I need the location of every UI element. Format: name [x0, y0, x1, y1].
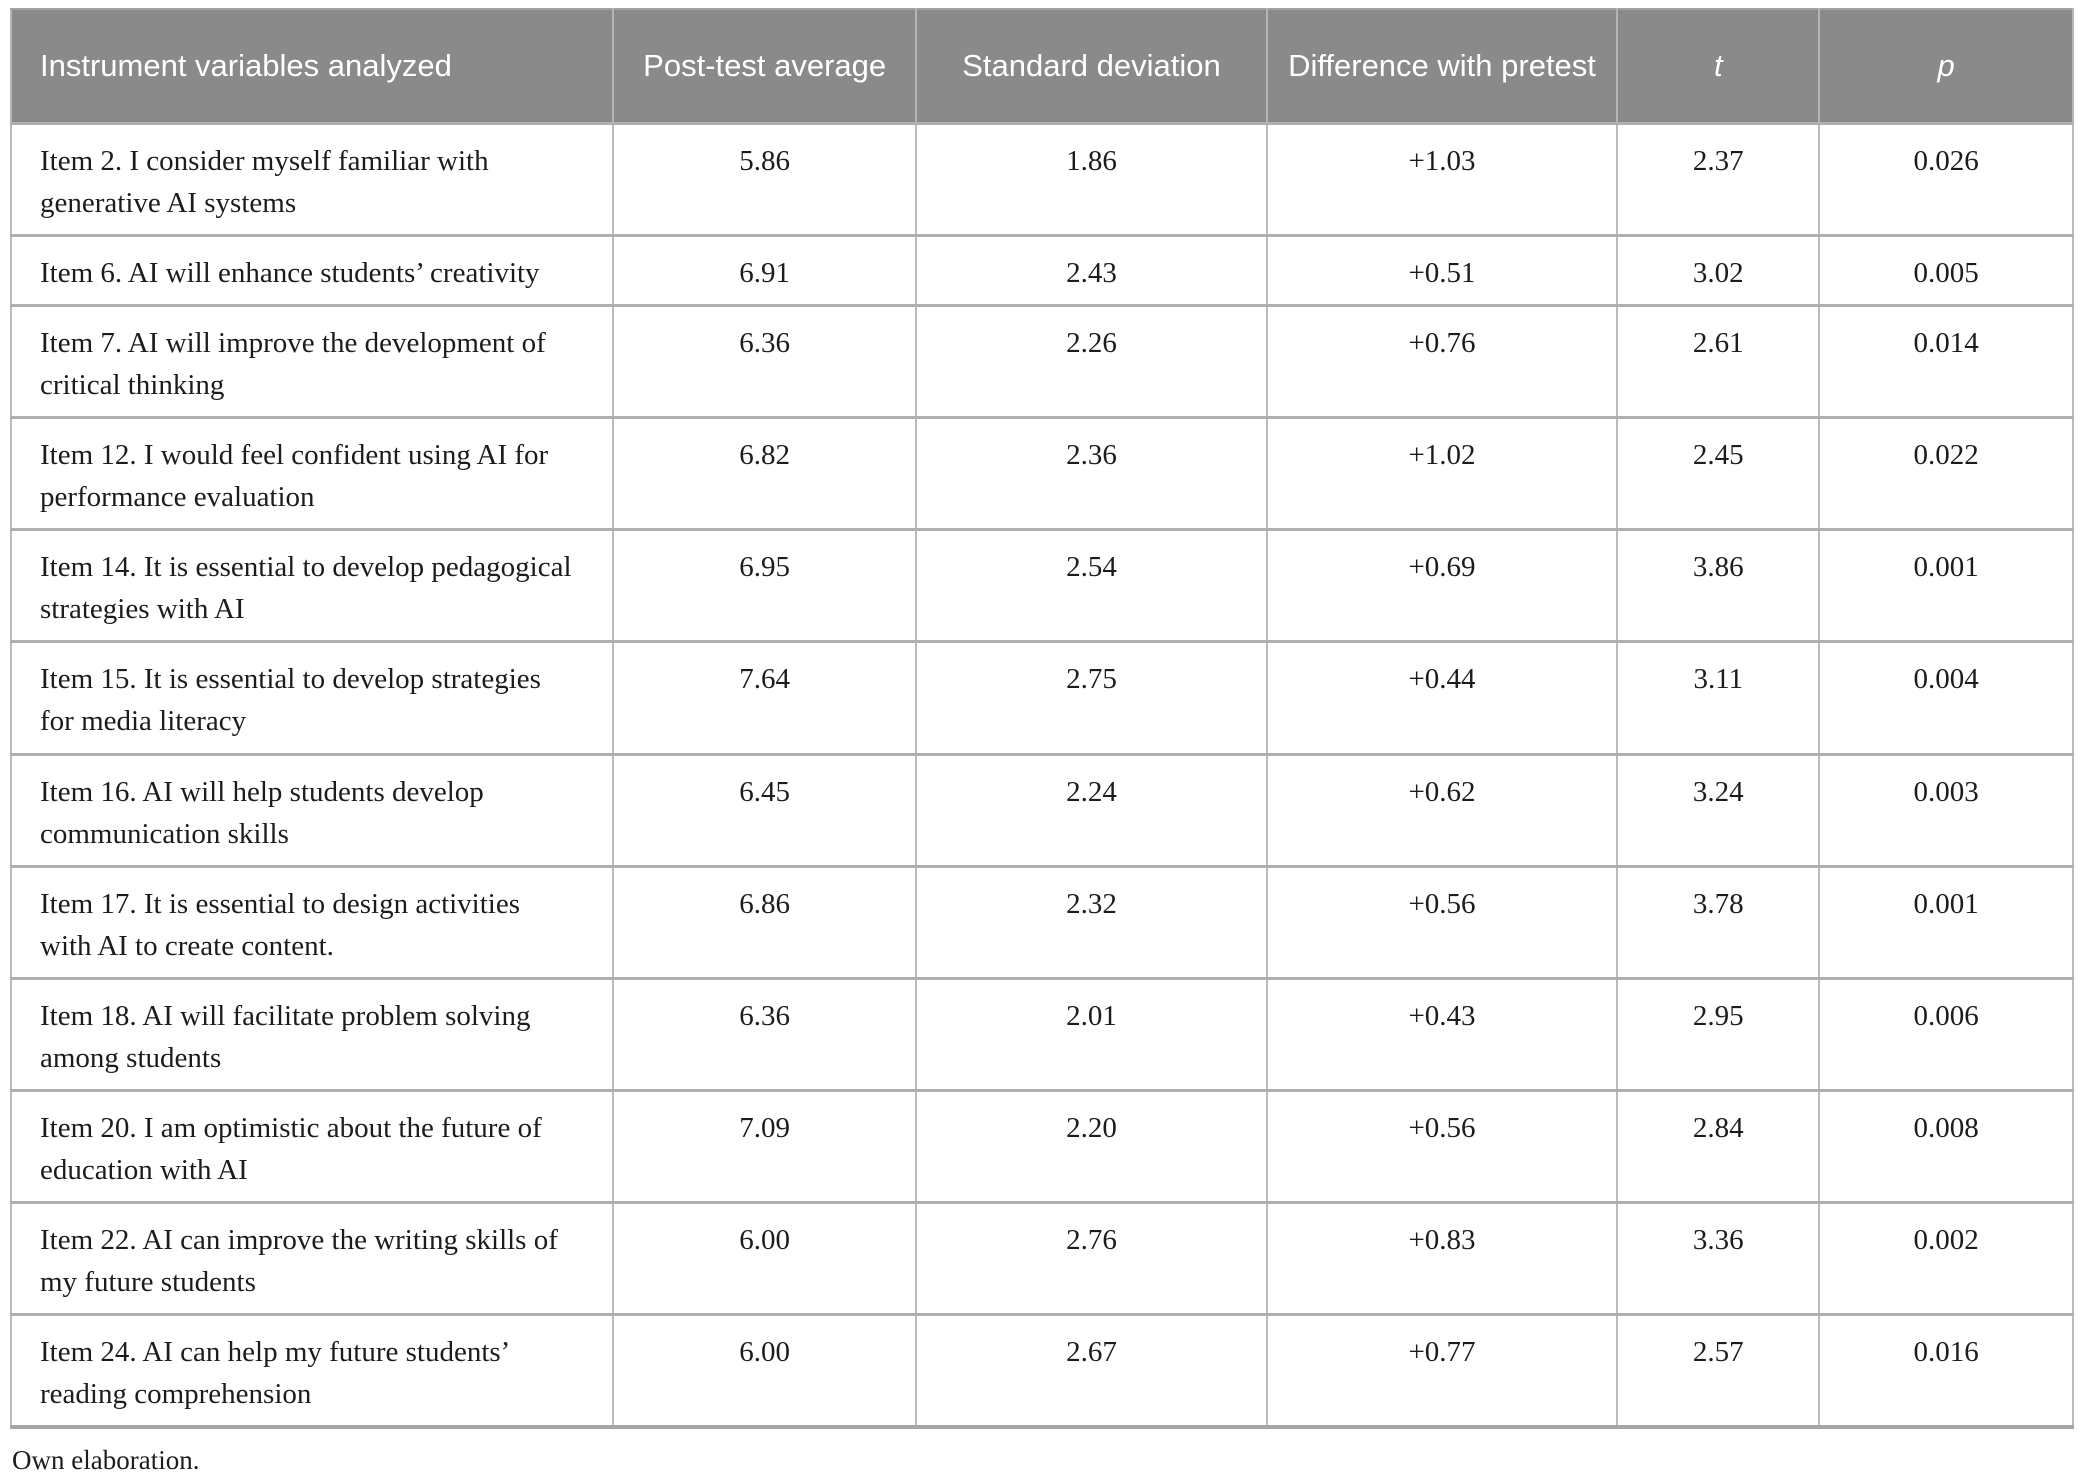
cell-p-value: 0.002: [1818, 1200, 2074, 1316]
cell-p-value: 0.026: [1818, 121, 2074, 238]
cell-p-value: 0.001: [1818, 528, 2074, 644]
table-row: Item 15. It is essential to develop stra…: [9, 640, 2074, 756]
table-row: Item 17. It is essential to design activ…: [9, 864, 2074, 980]
cell-instrument-variable: Item 6. AI will enhance students’ creati…: [9, 234, 615, 308]
cell-t-value: 2.37: [1616, 121, 1821, 238]
cell-difference-with-pretest: +0.56: [1265, 864, 1619, 980]
instrument-variables-table: Instrument variables analyzed Post-test …: [9, 8, 2074, 1430]
cell-p-value: 0.006: [1818, 976, 2074, 1092]
cell-instrument-variable: Item 2. I consider myself familiar with …: [9, 121, 615, 238]
table-row: Item 16. AI will help students develop c…: [9, 752, 2074, 868]
table-row: Item 12. I would feel confident using AI…: [9, 416, 2074, 532]
column-header-difference-with-pretest: Difference with pretest: [1265, 8, 1619, 125]
cell-p-value: 0.001: [1818, 864, 2074, 980]
table-row: Item 20. I am optimistic about the futur…: [9, 1088, 2074, 1204]
header-row: Instrument variables analyzed Post-test …: [9, 8, 2074, 125]
table-row: Item 2. I consider myself familiar with …: [9, 121, 2074, 238]
cell-t-value: 2.95: [1616, 976, 1821, 1092]
column-header-t: t: [1616, 8, 1821, 125]
cell-p-value: 0.005: [1818, 234, 2074, 308]
cell-difference-with-pretest: +0.77: [1265, 1312, 1619, 1429]
table-row: Item 6. AI will enhance students’ creati…: [9, 234, 2074, 308]
cell-instrument-variable: Item 12. I would feel confident using AI…: [9, 416, 615, 532]
column-header-instrument-variables: Instrument variables analyzed: [9, 8, 615, 125]
cell-difference-with-pretest: +0.76: [1265, 304, 1619, 420]
cell-t-value: 2.84: [1616, 1088, 1821, 1204]
table-row: Item 7. AI will improve the development …: [9, 304, 2074, 420]
cell-standard-deviation: 2.67: [915, 1312, 1268, 1429]
cell-standard-deviation: 2.32: [915, 864, 1268, 980]
cell-t-value: 2.61: [1616, 304, 1821, 420]
cell-difference-with-pretest: +0.43: [1265, 976, 1619, 1092]
cell-instrument-variable: Item 22. AI can improve the writing skil…: [9, 1200, 615, 1316]
cell-difference-with-pretest: +0.44: [1265, 640, 1619, 756]
cell-t-value: 3.11: [1616, 640, 1821, 756]
cell-post-test-average: 6.86: [612, 864, 918, 980]
cell-post-test-average: 6.82: [612, 416, 918, 532]
cell-p-value: 0.014: [1818, 304, 2074, 420]
cell-standard-deviation: 2.75: [915, 640, 1268, 756]
table-row: Item 22. AI can improve the writing skil…: [9, 1200, 2074, 1316]
table-body: Item 2. I consider myself familiar with …: [9, 121, 2074, 1429]
cell-instrument-variable: Item 20. I am optimistic about the futur…: [9, 1088, 615, 1204]
cell-t-value: 3.86: [1616, 528, 1821, 644]
cell-instrument-variable: Item 24. AI can help my future students’…: [9, 1312, 615, 1429]
cell-p-value: 0.008: [1818, 1088, 2074, 1204]
cell-post-test-average: 6.95: [612, 528, 918, 644]
cell-p-value: 0.003: [1818, 752, 2074, 868]
cell-instrument-variable: Item 15. It is essential to develop stra…: [9, 640, 615, 756]
table-footnote: Own elaboration.: [12, 1445, 200, 1476]
cell-instrument-variable: Item 14. It is essential to develop peda…: [9, 528, 615, 644]
cell-post-test-average: 5.86: [612, 121, 918, 238]
cell-standard-deviation: 2.26: [915, 304, 1268, 420]
cell-difference-with-pretest: +0.62: [1265, 752, 1619, 868]
cell-post-test-average: 6.45: [612, 752, 918, 868]
cell-post-test-average: 7.09: [612, 1088, 918, 1204]
table-row: Item 18. AI will facilitate problem solv…: [9, 976, 2074, 1092]
cell-t-value: 2.45: [1616, 416, 1821, 532]
cell-t-value: 3.36: [1616, 1200, 1821, 1316]
cell-difference-with-pretest: +1.03: [1265, 121, 1619, 238]
cell-t-value: 3.02: [1616, 234, 1821, 308]
cell-p-value: 0.022: [1818, 416, 2074, 532]
cell-t-value: 3.24: [1616, 752, 1821, 868]
cell-instrument-variable: Item 17. It is essential to design activ…: [9, 864, 615, 980]
cell-standard-deviation: 2.20: [915, 1088, 1268, 1204]
cell-difference-with-pretest: +1.02: [1265, 416, 1619, 532]
cell-instrument-variable: Item 7. AI will improve the development …: [9, 304, 615, 420]
cell-post-test-average: 6.36: [612, 304, 918, 420]
cell-post-test-average: 6.00: [612, 1200, 918, 1316]
cell-post-test-average: 7.64: [612, 640, 918, 756]
table-row: Item 14. It is essential to develop peda…: [9, 528, 2074, 644]
cell-standard-deviation: 1.86: [915, 121, 1268, 238]
cell-post-test-average: 6.91: [612, 234, 918, 308]
column-header-standard-deviation: Standard deviation: [915, 8, 1268, 125]
cell-difference-with-pretest: +0.83: [1265, 1200, 1619, 1316]
cell-instrument-variable: Item 16. AI will help students develop c…: [9, 752, 615, 868]
cell-post-test-average: 6.00: [612, 1312, 918, 1429]
cell-difference-with-pretest: +0.56: [1265, 1088, 1619, 1204]
cell-post-test-average: 6.36: [612, 976, 918, 1092]
cell-standard-deviation: 2.01: [915, 976, 1268, 1092]
cell-instrument-variable: Item 18. AI will facilitate problem solv…: [9, 976, 615, 1092]
cell-standard-deviation: 2.36: [915, 416, 1268, 532]
cell-difference-with-pretest: +0.51: [1265, 234, 1619, 308]
cell-standard-deviation: 2.54: [915, 528, 1268, 644]
cell-standard-deviation: 2.43: [915, 234, 1268, 308]
table-row: Item 24. AI can help my future students’…: [9, 1312, 2074, 1429]
column-header-post-test-average: Post-test average: [612, 8, 918, 125]
cell-t-value: 2.57: [1616, 1312, 1821, 1429]
column-header-p: p: [1818, 8, 2074, 125]
cell-t-value: 3.78: [1616, 864, 1821, 980]
cell-p-value: 0.004: [1818, 640, 2074, 756]
table-header: Instrument variables analyzed Post-test …: [9, 8, 2074, 125]
cell-standard-deviation: 2.24: [915, 752, 1268, 868]
cell-difference-with-pretest: +0.69: [1265, 528, 1619, 644]
cell-standard-deviation: 2.76: [915, 1200, 1268, 1316]
cell-p-value: 0.016: [1818, 1312, 2074, 1429]
